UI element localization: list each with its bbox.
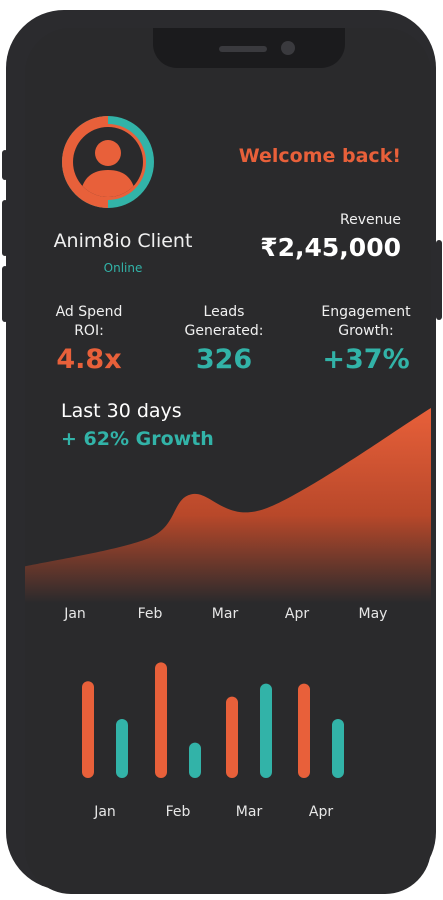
bar-x-label-feb: Feb [166, 804, 191, 820]
client-name: Anim8io Client [53, 230, 193, 252]
bar-apr-series-2 [332, 719, 344, 778]
bar-feb-series-1 [155, 662, 167, 778]
area-fill [25, 408, 431, 603]
period-label: Last 30 days [61, 400, 182, 422]
revenue-label: Revenue [340, 212, 401, 228]
phone-notch [153, 28, 345, 68]
phone-power-button [436, 240, 442, 320]
bar-jan-series-2 [116, 719, 128, 778]
app-screen: Anim8io Client Online Welcome back! Reve… [25, 28, 431, 894]
kpi-value: +37% [322, 344, 410, 375]
bar-apr-series-1 [298, 683, 310, 778]
bar-x-label-mar: Mar [236, 804, 263, 820]
kpi-value: 4.8x [56, 344, 122, 375]
kpi-label: Engagement [321, 304, 411, 320]
camera-icon [281, 41, 295, 55]
kpi-label: Leads [203, 304, 245, 320]
area-x-label-may: May [359, 606, 388, 622]
kpi-leads-generated[interactable]: Leads Generated: 326 [159, 303, 289, 375]
phone-volume-button [2, 266, 8, 322]
welcome-message: Welcome back! [238, 145, 401, 167]
phone-side-button [2, 150, 8, 180]
bar-x-label-apr: Apr [309, 804, 333, 820]
area-x-label-apr: Apr [285, 606, 309, 622]
bar-mar-series-1 [226, 696, 238, 778]
growth-label: + 62% Growth [61, 428, 214, 450]
bar-feb-series-2 [189, 742, 201, 778]
online-status: Online [103, 261, 143, 275]
speaker-grille [219, 46, 267, 52]
kpi-label: Ad Spend [55, 304, 123, 320]
kpi-label: Growth: [338, 323, 394, 339]
bar-jan-series-1 [82, 681, 94, 778]
revenue-value: ₹2,45,000 [260, 233, 401, 262]
kpi-engagement-growth[interactable]: Engagement Growth: +37% [301, 303, 431, 375]
phone-frame: Anim8io Client Online Welcome back! Reve… [6, 10, 436, 894]
kpi-value: 326 [195, 344, 253, 375]
kpi-label: ROI: [74, 323, 104, 339]
kpi-label: Generated: [184, 323, 264, 339]
area-x-label-mar: Mar [212, 606, 239, 622]
phone-volume-button [2, 200, 8, 256]
kpi-ad-spend-roi[interactable]: Ad Spend ROI: 4.8x [25, 303, 154, 375]
bar-mar-series-2 [260, 683, 272, 778]
bar-x-label-jan: Jan [93, 804, 116, 820]
area-x-label-feb: Feb [138, 606, 163, 622]
charts-canvas: Jan Feb Mar Apr May Jan Feb Mar Apr [25, 407, 431, 820]
user-avatar-icon[interactable] [62, 116, 154, 208]
area-x-label-jan: Jan [63, 606, 86, 622]
